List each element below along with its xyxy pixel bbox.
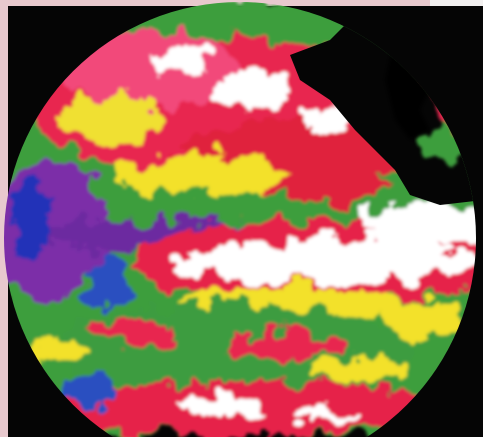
satellite-image xyxy=(4,0,483,437)
globe xyxy=(4,2,476,437)
page xyxy=(4,0,483,437)
